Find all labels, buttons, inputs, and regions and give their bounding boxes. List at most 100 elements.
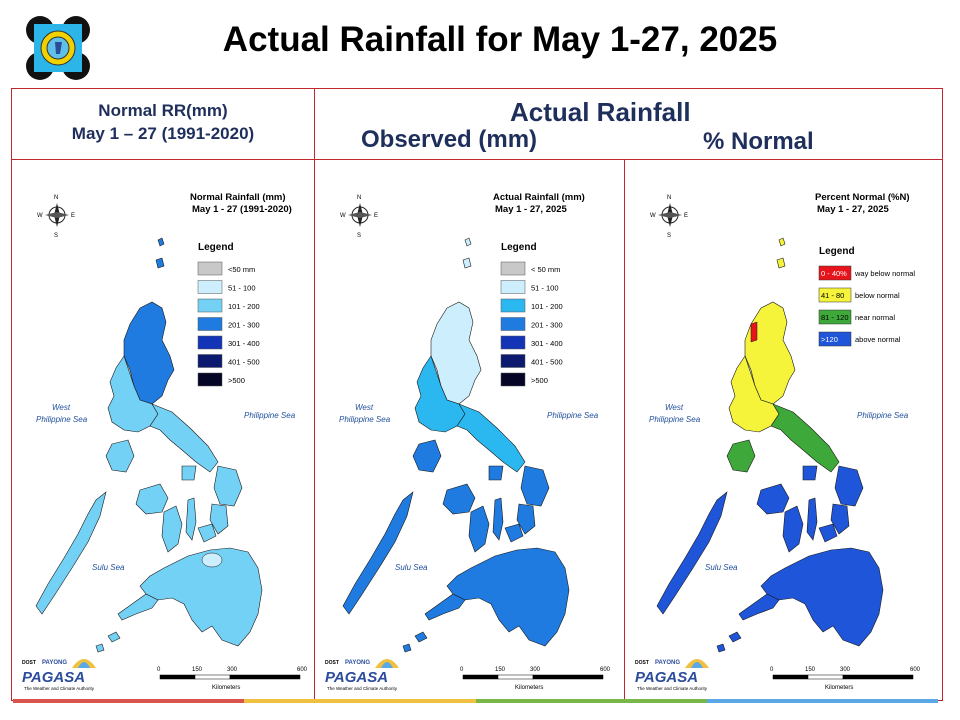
island-north-17 [776,257,786,269]
scale-bar: 0 150 300 600 Kilometers [460,667,611,691]
compass-e-label: E [374,213,378,219]
legend-desc-label: way below normal [854,269,915,278]
compass-s-label: S [667,233,671,239]
legend-label: 201 - 300 [228,321,260,330]
footer-logo-dost: DOST [325,660,339,666]
percent-normal-header: % Normal [703,128,814,155]
island-north-16 [778,237,786,247]
legend-swatch [500,280,526,294]
compass-needle-ew [658,212,682,218]
strip-blue [706,699,938,703]
legend-label: 51 - 100 [228,284,256,293]
scale-tick-label: 150 [192,667,203,673]
percent-normal-map: N S W E Percent Normal (%N)May 1 - 27, 2025 L… [635,192,921,691]
compass-rose-icon: N S W E [37,195,75,239]
scale-segment [159,674,196,680]
legend-range-label: 0 - 40% [821,269,847,278]
scale-tick-label: 0 [460,667,464,673]
normal-rainfall-map: N S W E Normal Rainfall (mm)May 1 - 27 (1991… [22,192,308,691]
compass-e-label: E [684,213,688,219]
legend-label: 201 - 300 [531,321,563,330]
island-visayas-11 [488,465,504,481]
scale-unit-label: Kilometers [825,685,853,691]
island-north-17 [462,257,472,269]
scale-segment [842,674,914,680]
legend-label: 101 - 200 [228,302,260,311]
island-sulu-14 [414,631,428,643]
legend-label: 101 - 200 [531,302,563,311]
legend-swatch [500,317,526,331]
island-sulu-14 [728,631,742,643]
sea-label-south: Sulu Sea [395,563,428,572]
legend-swatch [818,265,852,281]
island-visayas-6 [468,505,490,553]
legend-label: 301 - 400 [531,339,563,348]
island-north-16 [464,237,472,247]
left-header-line2: May 1 – 27 (1991-2020) [71,124,255,143]
strip-yellow [244,699,476,703]
scale-tick-label: 0 [770,667,774,673]
compass-s-label: S [357,233,361,239]
island-sulu-15 [402,643,412,653]
map-title-line2: May 1 - 27 (1991-2020) [192,204,292,215]
sea-label-west-line1: West [355,403,374,412]
umbrella-inner-icon [691,662,703,668]
compass-rose-icon: N S W E [650,195,688,239]
compass-e-label: E [71,213,75,219]
island-palawan-4 [35,491,107,615]
footer-logo-name: PAGASA [635,669,698,686]
footer-logo-dost: DOST [635,660,649,666]
scale-tick-label: 600 [600,667,611,673]
philippines-landmass [656,237,884,653]
sea-label-east: Philippine Sea [857,411,909,420]
legend-desc-label: below normal [855,291,900,300]
island-visayas-8 [818,523,838,543]
legend-title: Legend [819,246,855,257]
compass-w-label: W [340,213,346,219]
island-mindanao-12 [139,547,263,647]
map-title-line1: Normal Rainfall (mm) [190,192,286,203]
legend-title: Legend [198,242,234,253]
actual-rainfall-header: Actual Rainfall [510,97,691,127]
sea-label-west-line2: Philippine Sea [649,415,701,424]
scale-segment [194,674,231,680]
right-header-box: Actual Rainfall Observed (mm) % Normal [314,88,943,160]
umbrella-inner-icon [78,662,90,668]
island-way-below-normal-spot [750,321,758,343]
scale-bar: 0 150 300 600 Kilometers [770,667,921,691]
island-mindanao-13 [738,593,780,621]
sea-label-west-line1: West [52,403,71,412]
footer-logo-tagline: The Weather and Climate Authority [327,686,398,691]
island-visayas-11 [802,465,818,481]
map-title-line2: May 1 - 27, 2025 [817,204,890,215]
sea-label-south: Sulu Sea [705,563,738,572]
map-title-line1: Actual Rainfall (mm) [493,192,585,203]
strip-green [475,699,707,703]
slide-title: Actual Rainfall for May 1-27, 2025 [222,20,778,59]
scale-bar: 0 150 300 600 Kilometers [157,667,308,691]
scale-tick-label: 300 [840,667,851,673]
island-visayas-8 [504,523,524,543]
island-mindanao-12 [446,547,570,647]
legend-swatch [197,280,223,294]
island-palawan-4 [656,491,728,615]
footer-logo-payong: PAYONG [345,660,370,666]
legend-swatch [818,287,852,303]
scale-tick-label: 600 [297,667,308,673]
sea-label-east: Philippine Sea [547,411,599,420]
island-north-16 [157,237,165,247]
scale-unit-label: Kilometers [515,685,543,691]
sea-label-south: Sulu Sea [92,563,125,572]
island-bicol-2 [770,403,840,473]
compass-w-label: W [37,213,43,219]
legend-swatch [500,335,526,350]
legend-label: < 50 mm [531,265,560,274]
scale-segment [229,674,301,680]
island-palawan-4 [342,491,414,615]
legend-range-label: 41 - 80 [821,291,844,300]
island-north-0 [123,301,175,405]
island-mindanao-12 [760,547,884,647]
footer-logo-tagline: The Weather and Climate Authority [637,686,708,691]
island-mindanao-13 [424,593,466,621]
